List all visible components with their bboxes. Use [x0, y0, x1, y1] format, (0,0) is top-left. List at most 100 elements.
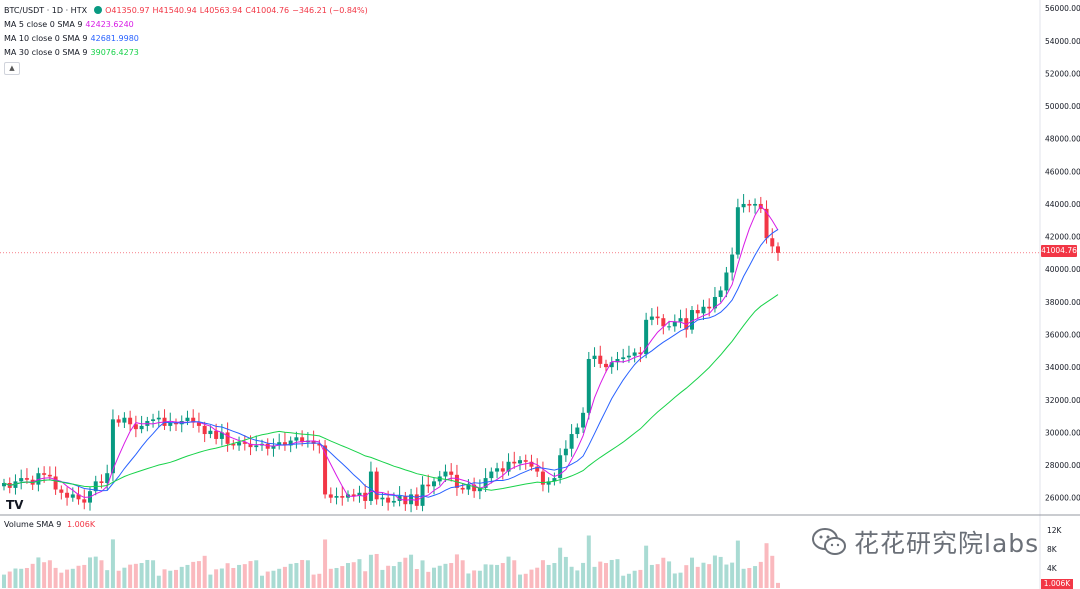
volume-bar [546, 564, 551, 588]
candle-body [540, 471, 545, 485]
volume-bar [529, 569, 534, 588]
volume-bar [110, 539, 115, 588]
candle-body [110, 419, 115, 474]
indicator-label: MA 30 close 0 SMA 9 [4, 47, 88, 57]
volume-value: 1.006K [66, 520, 96, 529]
volume-bar [753, 566, 758, 588]
candle-body [546, 481, 551, 485]
volume-bar [47, 560, 52, 588]
symbol-title[interactable]: BTC/USDT · 1D · HTX [4, 5, 88, 15]
candle-body [741, 203, 746, 208]
volume-bar [265, 571, 270, 588]
volume-bar [19, 568, 24, 588]
candle-body [128, 417, 133, 425]
volume-bar [569, 566, 574, 588]
candle-body [460, 487, 465, 490]
volume-bar [357, 559, 362, 588]
candle-body [477, 487, 482, 492]
candle-body [581, 412, 586, 428]
candle-body [690, 310, 694, 330]
volume-bar [2, 574, 6, 588]
volume-bar [116, 570, 121, 588]
candle-body [632, 352, 637, 356]
candle-body [770, 238, 775, 247]
volume-bar [196, 561, 201, 588]
indicator-value: 42681.9980 [90, 33, 139, 43]
volume-tick-label: 4K [1047, 564, 1058, 573]
candle-body [667, 326, 672, 328]
candle-body [219, 432, 224, 439]
volume-bar [695, 566, 700, 588]
chart-legend: BTC/USDT · 1D · HTX O41350.97 H41540.94 … [4, 3, 371, 75]
volume-bar [506, 556, 511, 588]
candle-body [495, 468, 500, 472]
candle-body [638, 352, 643, 355]
candle-body [569, 434, 574, 449]
volume-bar [36, 557, 41, 588]
volume-bar [598, 561, 603, 588]
candle-body [328, 494, 333, 498]
candle-body [368, 471, 373, 501]
candle-body [466, 484, 471, 490]
volume-bar [391, 566, 396, 588]
volume-bar [294, 563, 299, 588]
ohlc-close: C41004.76 [245, 5, 290, 15]
volume-legend[interactable]: Volume SMA 9 1.006K [4, 520, 95, 529]
volume-bar [678, 572, 683, 588]
volume-bar [271, 570, 276, 588]
candle-body [489, 471, 494, 479]
candle-body [512, 461, 517, 464]
chevron-up-icon: ▲ [9, 64, 15, 72]
volume-bar [368, 554, 373, 588]
volume-bar [139, 563, 144, 588]
volume-bar [128, 564, 133, 588]
volume-bar [443, 563, 448, 588]
volume-bar [575, 570, 580, 588]
indicator-row-ma30[interactable]: MA 30 close 0 SMA 9 39076.4273 [4, 45, 371, 59]
volume-bar [449, 563, 454, 588]
volume-bar [13, 568, 18, 588]
volume-bar [735, 540, 740, 588]
volume-bar [581, 562, 586, 588]
volume-bar [483, 564, 488, 588]
y-tick-label: 32000.00 [1045, 396, 1080, 405]
last-volume-tag: 1.006K [1041, 579, 1073, 589]
indicator-row-ma10[interactable]: MA 10 close 0 SMA 9 42681.9980 [4, 31, 371, 45]
watermark-text: 花花研究院labs [854, 529, 1040, 558]
candle-body [518, 460, 522, 464]
volume-bar [185, 564, 190, 588]
candle-body [174, 422, 178, 425]
y-tick-label: 46000.00 [1045, 167, 1080, 176]
wechat-icon [812, 528, 846, 556]
ma-line-10 [3, 228, 779, 498]
candle-body [76, 494, 81, 500]
volume-bar [604, 563, 608, 588]
candle-body [231, 443, 236, 446]
volume-bar [191, 561, 196, 588]
candle-body [237, 442, 242, 446]
volume-bar [684, 565, 689, 588]
indicator-row-ma5[interactable]: MA 5 close 0 SMA 9 42423.6240 [4, 17, 371, 31]
ma-line-5 [3, 205, 779, 501]
volume-bar [644, 545, 649, 588]
candle-body [351, 494, 356, 497]
candle-body [357, 492, 362, 497]
candle-body [208, 430, 213, 435]
tradingview-logo[interactable]: TV [6, 498, 24, 512]
collapse-legend-button[interactable]: ▲ [4, 62, 20, 75]
volume-bar [248, 561, 253, 588]
candle-body [644, 319, 649, 355]
volume-bar [758, 561, 763, 588]
volume-bar [626, 573, 631, 588]
volume-bar [305, 560, 310, 588]
candle-body [454, 474, 459, 488]
candle-body [621, 357, 626, 359]
volume-bar [540, 560, 545, 588]
candle-body [82, 499, 87, 503]
volume-bar [237, 564, 242, 588]
candle-body [449, 471, 454, 475]
volume-bar [552, 563, 557, 588]
candle-body [323, 445, 328, 495]
candle-body [254, 445, 259, 448]
